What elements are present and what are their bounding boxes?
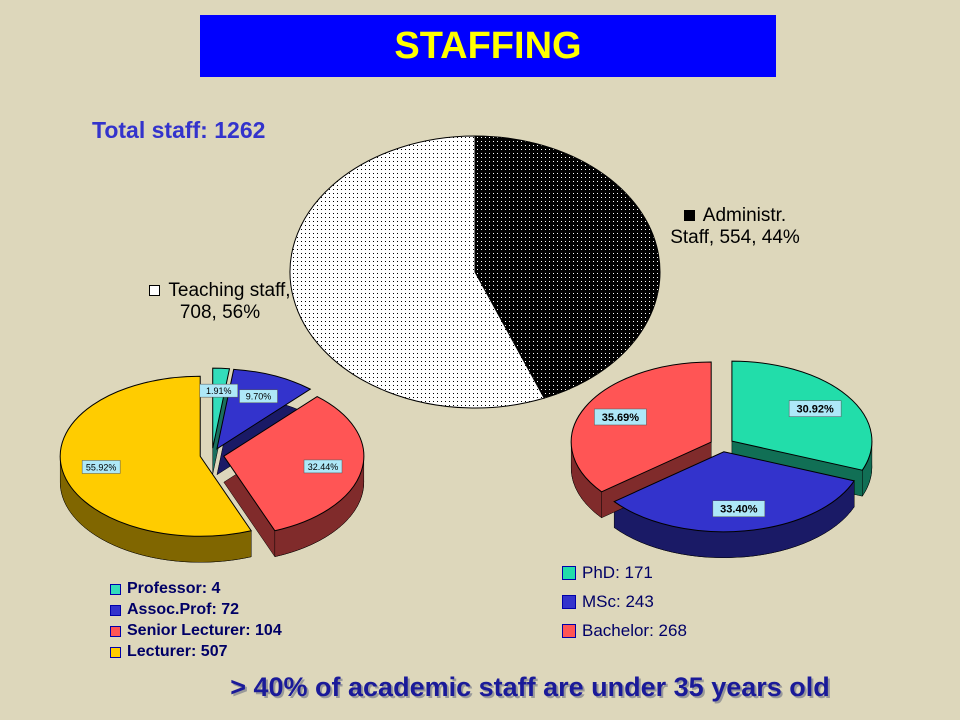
legend-entry: PhD: 171 [562,563,653,583]
legend-swatch [683,210,695,222]
slice [216,368,312,450]
legend-swatch [562,624,576,638]
legend-entry: MSc: 243 [562,592,654,612]
value-label: 33.40% [720,504,758,516]
slice [613,451,856,533]
value-label: 1.91% [206,386,232,396]
legend-entry: Bachelor: 268 [562,621,687,641]
legend-swatch [110,583,121,595]
slice [59,375,253,537]
value-label-box [199,383,239,398]
slice-label: Teaching staff, 708, 56% [140,280,300,324]
value-label: 30.92% [796,404,834,416]
slice [223,396,365,532]
legend-label: Professor: 4 [127,580,221,597]
total-label: Total staff: 1262 [92,117,266,143]
value-label: 55.92% [86,462,117,472]
slice-label-text: Administr. Staff, 554, 44% [670,205,800,248]
value-label-box [712,500,766,517]
legend-swatch [110,625,121,637]
legend-label: Senior Lecturer: 104 [127,622,282,639]
legend-entry: Lecturer: 507 [110,643,228,661]
value-label-box [788,400,842,417]
slice-label: Administr. Staff, 554, 44% [660,205,810,249]
value-label-box [239,389,278,404]
legend-label: Lecturer: 507 [127,643,228,660]
legend-label: Bachelor: 268 [582,621,687,640]
legend-swatch [562,595,576,609]
value-label-box [81,460,121,474]
pie-2: 30.92% 33.40% 35.69% [570,360,873,559]
legend-label: MSc: 243 [582,592,654,611]
legend-label: PhD: 171 [582,563,653,582]
slice [474,135,661,399]
value-label: 35.69% [602,412,640,424]
slice [289,135,545,409]
footnote: > 40% of academic staff are under 35 yea… [230,672,830,702]
value-label: 9.70% [246,392,272,402]
slide-title: STAFFING [200,15,776,77]
slice [570,361,712,493]
legend-entry: Senior Lecturer: 104 [110,622,282,640]
legend-entry: Assoc.Prof: 72 [110,601,239,619]
legend-label: Assoc.Prof: 72 [127,601,240,618]
value-label-box [594,408,647,426]
slice-label-text: Teaching staff, 708, 56% [168,280,291,323]
legend-swatch [149,285,161,297]
legend-swatch [110,604,121,616]
pie-1: 1.91% 9.70% 32.44% 55.92% [59,367,365,563]
legend-swatch [110,646,121,658]
pie-0 [289,135,661,409]
legend-entry: Professor: 4 [110,580,220,598]
value-label: 32.44% [308,462,339,472]
value-label-box [303,459,343,474]
legend-swatch [562,566,576,580]
